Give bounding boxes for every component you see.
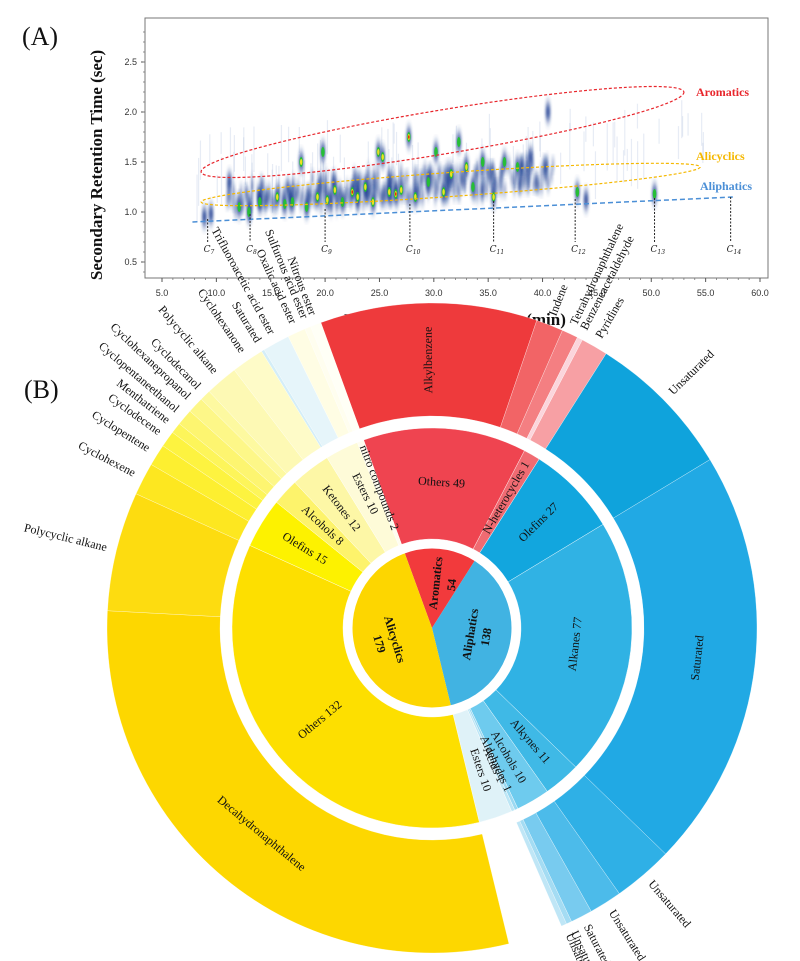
outer-label: Cyclohexene — [76, 438, 138, 479]
sunburst-chart: Aromatics54Aliphatics138Alicyclics179Oth… — [0, 0, 800, 961]
center-value-aliphatics: 138 — [478, 627, 495, 647]
center-value-aromatics: 54 — [444, 578, 459, 591]
outer-label: Unsaturated — [606, 907, 649, 961]
outer-label: Unsaturated — [646, 877, 694, 930]
outer-label: Polycyclic alkane — [23, 520, 109, 554]
outer-label: Unsaturated — [666, 347, 717, 398]
outer-label: Alkylbenzene — [421, 327, 436, 394]
outer-label: Indene — [546, 282, 571, 318]
